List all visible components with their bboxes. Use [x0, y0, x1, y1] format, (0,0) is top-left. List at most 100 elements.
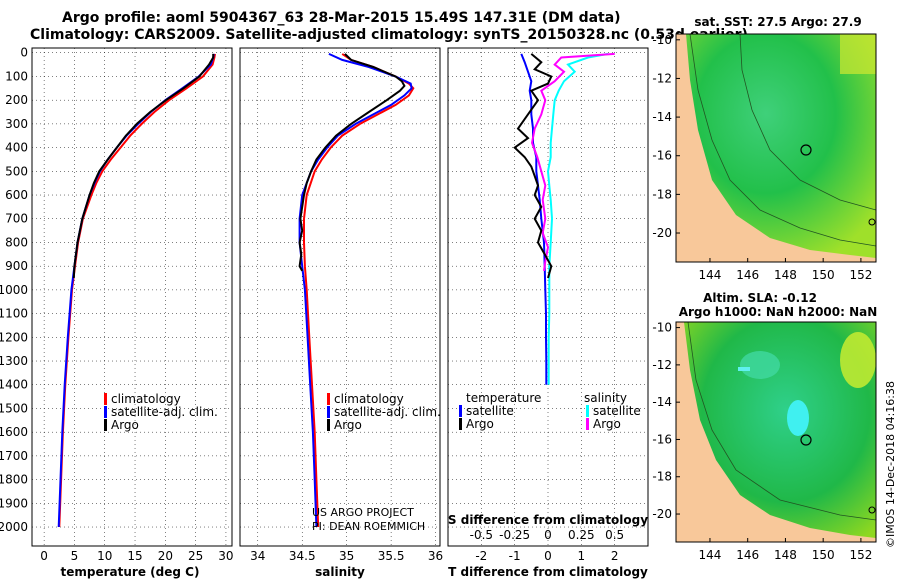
depth-tick-label: 1500	[0, 401, 28, 415]
sla-map-title-1: Altim. SLA: -0.12	[703, 291, 817, 305]
series-line	[298, 52, 413, 528]
legend-label: Argo	[593, 417, 621, 431]
depth-tick-label: 200	[5, 93, 28, 107]
depth-tick-label: 300	[5, 117, 28, 131]
depth-tick-label: 1100	[0, 307, 28, 321]
lon-tick-label: 152	[849, 548, 872, 562]
depth-tick-label: 1400	[0, 378, 28, 392]
legend-swatch-climatology	[327, 393, 330, 405]
series-line	[298, 53, 406, 272]
depth-tick-label: 900	[5, 259, 28, 273]
x-tick-label: 35	[339, 549, 354, 563]
lon-tick-label: 152	[849, 268, 872, 282]
sla-warm-patch	[840, 332, 876, 388]
depth-tick-label: 500	[5, 164, 28, 178]
depth-tick-label: 600	[5, 188, 28, 202]
legend-swatch-s-satellite	[586, 405, 589, 417]
legend-swatch-t-satellite	[459, 405, 462, 417]
salinity-xlabel: salinity	[315, 565, 365, 579]
s-tick-label: -0.5	[470, 528, 493, 542]
depth-tick-label: 1600	[0, 425, 28, 439]
depth-tick-label: 1900	[0, 496, 28, 510]
depth-tick-label: 1800	[0, 473, 28, 487]
s-difference-xlabel: S difference from climatology	[448, 513, 648, 527]
sla-isobath	[687, 321, 877, 521]
depth-tick-label: 1200	[0, 330, 28, 344]
lat-tick-label: -20	[652, 507, 672, 521]
lat-tick-label: -18	[652, 470, 672, 484]
legend-swatch-satellite	[104, 406, 107, 418]
series-line	[546, 52, 609, 385]
lat-tick-label: -10	[652, 321, 672, 335]
lat-tick-label: -10	[652, 33, 672, 47]
imos-credit: ©IMOS 14-Dec-2018 04:16:38	[884, 381, 897, 548]
lat-tick-label: -16	[652, 149, 672, 163]
s-tick-label: -0.25	[499, 528, 530, 542]
x-tick-label: 5	[71, 549, 79, 563]
x-tick-label: 1	[578, 549, 586, 563]
lat-tick-label: -14	[652, 110, 672, 124]
sst-map-title: sat. SST: 27.5 Argo: 27.9	[694, 15, 861, 29]
sla-patch	[740, 351, 780, 379]
x-tick-label: 25	[188, 549, 203, 563]
temperature-xlabel: temperature (deg C)	[61, 565, 200, 579]
argo-location-marker	[800, 434, 812, 446]
legend-swatch-satellite	[327, 406, 330, 418]
x-tick-label: -2	[475, 549, 487, 563]
pi-label: PI: DEAN ROEMMICH	[312, 520, 425, 533]
x-tick-label: 34.5	[289, 549, 316, 563]
t-difference-xlabel: T difference from climatology	[448, 565, 648, 579]
depth-tick-label: 1700	[0, 449, 28, 463]
depth-tick-label: 1300	[0, 354, 28, 368]
legend-title-salinity: salinity	[584, 391, 627, 405]
sla-land	[676, 322, 876, 542]
legend-label: climatology	[111, 392, 181, 406]
legend-label: Argo	[334, 418, 362, 432]
legend-label: satellite-adj. clim.	[111, 405, 218, 419]
lat-tick-label: -16	[652, 432, 672, 446]
sla-map	[675, 321, 877, 543]
x-tick-label: 34	[250, 549, 265, 563]
series-line	[513, 53, 553, 279]
title-line-1: Argo profile: aoml 5904367_63 28-Mar-201…	[62, 10, 621, 26]
legend-swatch-s-argo	[586, 418, 589, 430]
depth-tick-label: 100	[5, 69, 28, 83]
sst-land	[676, 34, 876, 262]
map-marker	[868, 506, 876, 514]
sla-high-patch	[787, 400, 809, 436]
lat-tick-label: -12	[652, 358, 672, 372]
sst-warm-patch	[840, 34, 876, 74]
lat-tick-label: -14	[652, 395, 672, 409]
depth-tick-label: 800	[5, 235, 28, 249]
sst-isobath	[739, 33, 877, 211]
lon-tick-label: 148	[774, 268, 797, 282]
lat-tick-label: -20	[652, 226, 672, 240]
legend-swatch-argo	[104, 419, 107, 431]
s-tick-label: 0.25	[568, 528, 595, 542]
lon-tick-label: 150	[812, 268, 835, 282]
sla-map-title-2: Argo h1000: NaN h2000: NaN	[679, 305, 878, 319]
series-line	[520, 53, 548, 385]
lon-tick-label: 146	[736, 268, 759, 282]
salinity-panel	[239, 47, 441, 547]
legend-label: satellite	[593, 404, 641, 418]
x-tick-label: 30	[218, 549, 233, 563]
sst-isobath	[689, 33, 877, 247]
x-tick-label: 35.5	[378, 549, 405, 563]
lat-tick-label: -12	[652, 71, 672, 85]
legend-label: Argo	[466, 417, 494, 431]
project-label: US ARGO PROJECT	[312, 506, 414, 519]
series-line	[72, 53, 215, 279]
temperature-legend: climatology satellite-adj. clim. Argo	[104, 392, 218, 432]
x-tick-label: 20	[158, 549, 173, 563]
legend-title-temperature: temperature	[466, 391, 541, 405]
x-tick-label: 15	[127, 549, 142, 563]
legend-label: satellite-adj. clim.	[334, 405, 441, 419]
lon-tick-label: 144	[699, 268, 722, 282]
argo-location-marker	[800, 144, 812, 156]
legend-label: climatology	[334, 392, 404, 406]
x-tick-label: -1	[509, 549, 521, 563]
title-line-2: Climatology: CARS2009. Satellite-adjuste…	[30, 27, 748, 43]
x-tick-label: 0	[544, 549, 552, 563]
